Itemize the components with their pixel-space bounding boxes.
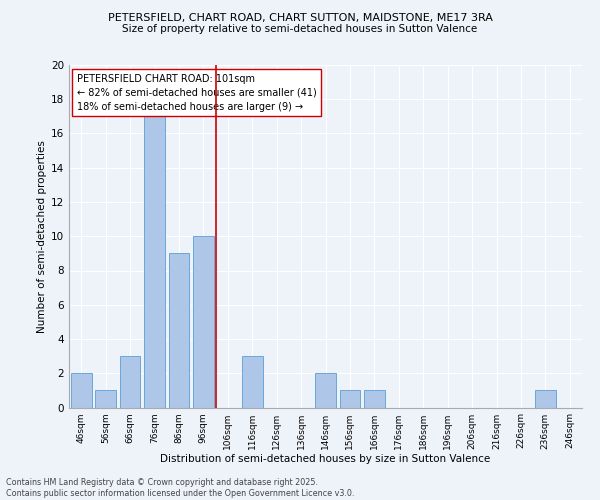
Bar <box>144 116 165 408</box>
Bar <box>315 373 336 408</box>
Y-axis label: Number of semi-detached properties: Number of semi-detached properties <box>37 140 47 332</box>
Bar <box>71 373 92 408</box>
Bar <box>535 390 556 407</box>
Text: PETERSFIELD CHART ROAD: 101sqm
← 82% of semi-detached houses are smaller (41)
18: PETERSFIELD CHART ROAD: 101sqm ← 82% of … <box>77 74 316 112</box>
Bar <box>340 390 361 407</box>
Bar <box>242 356 263 408</box>
Bar <box>364 390 385 407</box>
Bar <box>169 254 190 408</box>
Bar <box>193 236 214 408</box>
Bar <box>119 356 140 408</box>
Text: Size of property relative to semi-detached houses in Sutton Valence: Size of property relative to semi-detach… <box>122 24 478 34</box>
X-axis label: Distribution of semi-detached houses by size in Sutton Valence: Distribution of semi-detached houses by … <box>160 454 491 464</box>
Bar <box>95 390 116 407</box>
Text: PETERSFIELD, CHART ROAD, CHART SUTTON, MAIDSTONE, ME17 3RA: PETERSFIELD, CHART ROAD, CHART SUTTON, M… <box>107 12 493 22</box>
Text: Contains HM Land Registry data © Crown copyright and database right 2025.
Contai: Contains HM Land Registry data © Crown c… <box>6 478 355 498</box>
